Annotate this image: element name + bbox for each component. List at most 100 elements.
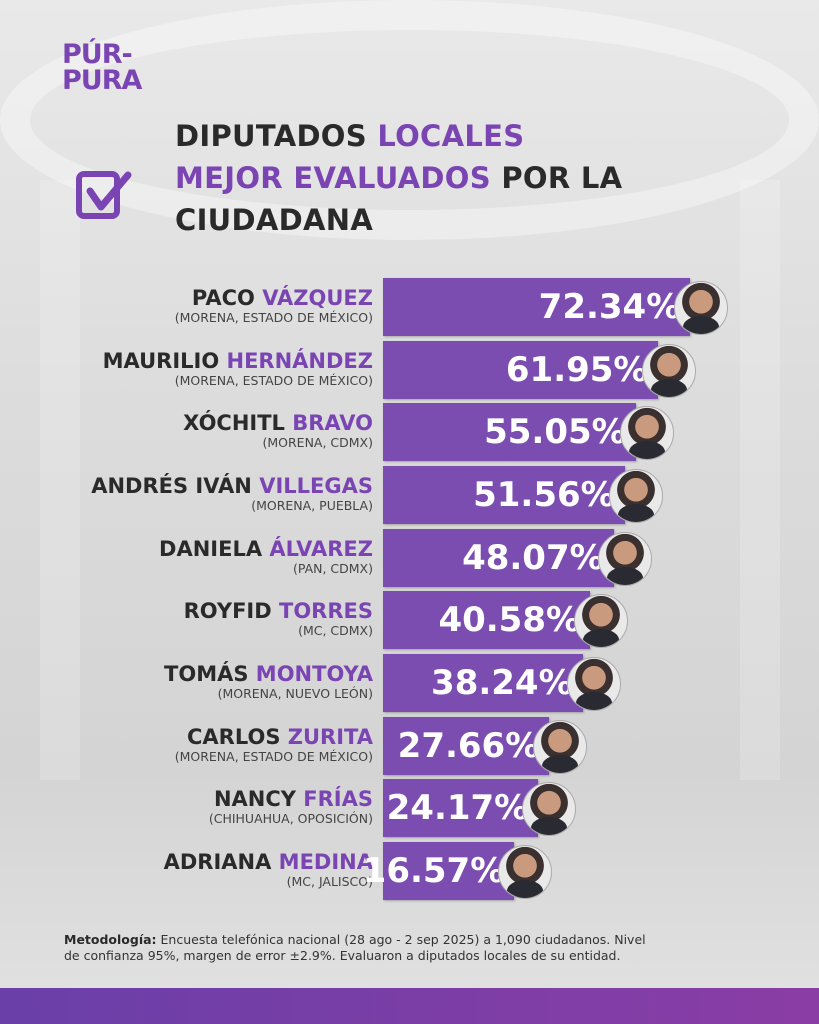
candidate-name: PACO VÁZQUEZ	[175, 286, 373, 310]
bar-value-label: 40.58%	[438, 600, 581, 640]
chart-row: NANCY FRÍAS (CHIHUAHUA, OPOSICIÓN) 24.17…	[0, 779, 819, 837]
first-name: TOMÁS	[164, 662, 256, 686]
party-state: (MORENA, ESTADO DE MÉXICO)	[174, 373, 373, 388]
candidate-name: XÓCHITL BRAVO	[183, 411, 373, 435]
bar: 51.56%	[383, 466, 625, 524]
first-name: ANDRÉS IVÁN	[91, 474, 260, 498]
candidate-label: MAURILIO HERNÁNDEZ (MORENA, ESTADO DE MÉ…	[103, 349, 373, 389]
bar: 48.07%	[383, 529, 614, 587]
methodology-text: Encuesta telefónica nacional (28 ago - 2…	[64, 932, 646, 963]
party-state: (MC, JALISCO)	[286, 874, 373, 889]
candidate-label: DANIELA ÁLVAREZ (PAN, CDMX)	[159, 537, 373, 577]
candidate-label: NANCY FRÍAS (CHIHUAHUA, OPOSICIÓN)	[209, 787, 373, 827]
last-name: MONTOYA	[255, 662, 373, 686]
candidate-label: XÓCHITL BRAVO (MORENA, CDMX)	[183, 411, 373, 451]
avatar	[574, 594, 629, 648]
first-name: ADRIANA	[163, 850, 279, 874]
candidate-name: ROYFID TORRES	[184, 599, 373, 623]
first-name: DANIELA	[159, 537, 270, 561]
bar-value-label: 24.17%	[386, 788, 529, 828]
party-state: (MORENA, ESTADO DE MÉXICO)	[174, 310, 373, 325]
title-highlight: LOCALES	[377, 119, 525, 153]
candidate-label: ADRIANA MEDINA (MC, JALISCO)	[164, 850, 373, 890]
bar-value-label: 55.05%	[484, 412, 626, 452]
bar: 38.24%	[383, 654, 583, 712]
party-state: (PAN, CDMX)	[292, 561, 373, 576]
bar: 16.57%	[363, 842, 515, 900]
party-state: (MORENA, NUEVO LEÓN)	[217, 686, 373, 701]
bar-value-label: 51.56%	[473, 475, 615, 515]
chart-row: ROYFID TORRES (MC, CDMX) 40.58%	[0, 591, 819, 649]
avatar	[641, 344, 696, 398]
purpura-logo: PÚR- PURA	[62, 41, 142, 96]
avatar	[566, 657, 621, 711]
chart-row: ANDRÉS IVÁN VILLEGAS (MORENA, PUEBLA) 51…	[0, 466, 819, 524]
title-text: POR LA	[490, 161, 623, 195]
party-state: (MORENA, CDMX)	[262, 435, 373, 450]
avatar	[674, 281, 729, 335]
first-name: CARLOS	[187, 725, 288, 749]
candidate-name: DANIELA ÁLVAREZ	[159, 537, 373, 561]
chart-row: DANIELA ÁLVAREZ (PAN, CDMX) 48.07%	[0, 529, 819, 587]
candidate-label: ANDRÉS IVÁN VILLEGAS (MORENA, PUEBLA)	[91, 474, 373, 514]
last-name: ZURITA	[287, 725, 373, 749]
candidate-name: TOMÁS MONTOYA	[164, 662, 373, 686]
last-name: VILLEGAS	[259, 474, 373, 498]
party-state: (CHIHUAHUA, OPOSICIÓN)	[208, 811, 373, 826]
candidate-name: NANCY FRÍAS	[209, 787, 373, 811]
candidate-name: ANDRÉS IVÁN VILLEGAS	[91, 474, 373, 498]
first-name: MAURILIO	[102, 349, 227, 373]
candidate-label: PACO VÁZQUEZ (MORENA, ESTADO DE MÉXICO)	[175, 286, 373, 326]
chart-row: CARLOS ZURITA (MORENA, ESTADO DE MÉXICO)…	[0, 717, 819, 775]
bar-value-label: 38.24%	[431, 663, 573, 703]
bar-value-label: 72.34%	[538, 287, 681, 327]
candidate-label: CARLOS ZURITA (MORENA, ESTADO DE MÉXICO)	[175, 725, 373, 765]
party-state: (MORENA, ESTADO DE MÉXICO)	[174, 749, 373, 764]
bar-value-label: 61.95%	[505, 350, 648, 390]
first-name: NANCY	[213, 787, 304, 811]
bar-value-label: 16.57%	[362, 851, 505, 891]
title-highlight: MEJOR EVALUADOS	[175, 161, 491, 195]
avatar	[522, 782, 577, 836]
bar: 72.34%	[383, 278, 691, 336]
last-name: HERNÁNDEZ	[226, 349, 374, 373]
title-text: CIUDADANA	[175, 203, 374, 237]
bar: 40.58%	[383, 591, 591, 649]
chart-row: TOMÁS MONTOYA (MORENA, NUEVO LEÓN) 38.24…	[0, 654, 819, 712]
methodology-label: Metodología:	[64, 932, 157, 947]
bar: 55.05%	[383, 403, 636, 461]
last-name: MEDINA	[278, 850, 373, 874]
page-title: DIPUTADOS LOCALES MEJOR EVALUADOS POR LA…	[175, 115, 622, 241]
checkbox-check-icon	[76, 171, 132, 219]
title-text: DIPUTADOS	[175, 119, 378, 153]
chart-row: MAURILIO HERNÁNDEZ (MORENA, ESTADO DE MÉ…	[0, 341, 819, 399]
candidate-name: ADRIANA MEDINA	[164, 850, 373, 874]
footer-band	[0, 988, 819, 1024]
avatar	[498, 845, 553, 899]
candidate-name: CARLOS ZURITA	[175, 725, 373, 749]
candidate-label: TOMÁS MONTOYA (MORENA, NUEVO LEÓN)	[164, 662, 373, 702]
chart-row: ADRIANA MEDINA (MC, JALISCO) 16.57%	[0, 842, 819, 900]
party-state: (MC, CDMX)	[298, 623, 373, 638]
last-name: FRÍAS	[303, 787, 373, 811]
avatar	[533, 720, 588, 774]
last-name: ÁLVAREZ	[269, 537, 373, 561]
bar-value-label: 48.07%	[462, 538, 604, 578]
logo-line: PURA	[62, 65, 142, 96]
chart-row: XÓCHITL BRAVO (MORENA, CDMX) 55.05%	[0, 403, 819, 461]
party-state: (MORENA, PUEBLA)	[251, 498, 373, 513]
candidate-label: ROYFID TORRES (MC, CDMX)	[184, 599, 373, 639]
bar-value-label: 27.66%	[397, 726, 540, 766]
methodology-note: Metodología: Encuesta telefónica naciona…	[64, 932, 664, 964]
avatar	[619, 406, 674, 460]
bar: 27.66%	[383, 717, 550, 775]
candidate-name: MAURILIO HERNÁNDEZ	[103, 349, 373, 373]
bar: 24.17%	[383, 779, 539, 837]
avatar	[608, 469, 663, 523]
avatar	[597, 532, 652, 586]
last-name: VÁZQUEZ	[262, 286, 373, 310]
first-name: PACO	[191, 286, 263, 310]
first-name: XÓCHITL	[183, 411, 293, 435]
background-column	[740, 180, 780, 780]
background-column	[40, 180, 80, 780]
